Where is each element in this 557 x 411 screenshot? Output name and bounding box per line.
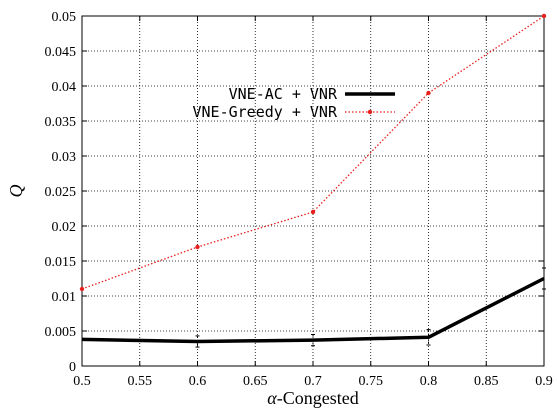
x-axis-label-symbol: α: [267, 388, 277, 408]
series-1: [81, 267, 546, 348]
x-tick-label: 0.75: [359, 374, 384, 389]
y-tick-label: 0.035: [45, 115, 77, 130]
y-axis-label: Q: [6, 185, 26, 198]
x-tick-label: 0.8: [420, 374, 438, 389]
y-tick-label: 0.01: [52, 290, 77, 305]
series-2: [79, 13, 547, 292]
legend-marker: [367, 109, 373, 115]
x-tick-label: 0.85: [474, 374, 499, 389]
x-tick-label: 0.5: [73, 374, 91, 389]
y-tick-label: 0.025: [45, 185, 77, 200]
series-line: [81, 15, 545, 290]
data-point: [310, 209, 316, 215]
y-tick-label: 0.005: [45, 325, 77, 340]
x-tick-label: 0.65: [243, 374, 268, 389]
x-axis-label-suffix: -Congested: [277, 388, 359, 408]
y-tick-label: 0.05: [52, 10, 77, 25]
data-point: [426, 90, 431, 96]
legend-label: VNE-AC + VNR: [229, 85, 338, 103]
x-tick-label: 0.7: [304, 374, 322, 389]
data-point: [79, 286, 85, 292]
axis-ticks: 0.5 0.55 0.6 0.65 0.7 0.75 0.8 0.85 0.9 0 0.005 0.0…: [45, 10, 553, 389]
y-tick-label: 0: [69, 360, 76, 375]
x-axis-label: α-Congested: [267, 388, 358, 408]
y-tick-label: 0.03: [52, 150, 77, 165]
x-tick-label: 0.9: [535, 374, 553, 389]
legend-label: VNE-Greedy + VNR: [193, 103, 338, 121]
x-tick-label: 0.55: [128, 374, 153, 389]
data-point: [195, 244, 200, 250]
y-tick-label: 0.045: [45, 45, 77, 60]
y-tick-label: 0.04: [52, 80, 77, 95]
x-tick-label: 0.6: [189, 374, 207, 389]
y-tick-label: 0.015: [45, 255, 77, 270]
y-tick-label: 0.02: [52, 220, 77, 235]
series-layer: [79, 13, 547, 348]
data-point: [541, 13, 547, 19]
